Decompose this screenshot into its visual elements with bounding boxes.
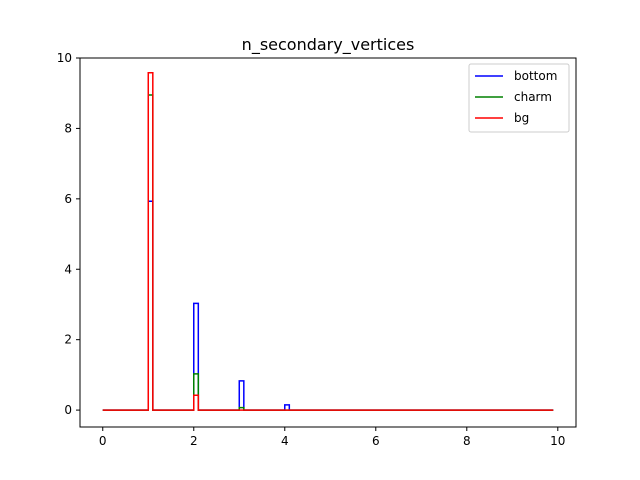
series-charm [102,94,554,411]
x-tick-label: 8 [463,434,471,448]
series-bottom [102,200,554,411]
y-tick-label: 4 [64,262,72,276]
x-tick-label: 4 [281,434,289,448]
series-layer [102,72,554,411]
y-tick-label: 6 [64,192,72,206]
y-tick-label: 8 [64,121,72,135]
x-tick-label: 6 [372,434,380,448]
y-axis: 0 2 4 6 8 10 [57,51,80,417]
x-tick-label: 0 [99,434,107,448]
chart-title: n_secondary_vertices [242,35,415,55]
plot-frame [79,57,577,428]
x-axis: 0 2 4 6 8 10 [99,427,565,448]
legend-label-bottom: bottom [514,69,557,83]
y-tick-label: 2 [64,333,72,347]
x-tick-label: 2 [190,434,198,448]
legend-box [468,63,570,133]
series-bg [102,72,554,411]
legend: bottom charm bg [468,63,570,133]
y-tick-label: 0 [64,403,72,417]
y-tick-label: 10 [57,51,72,65]
x-tick-label: 10 [550,434,565,448]
legend-label-bg: bg [514,111,529,125]
legend-label-charm: charm [514,90,552,104]
